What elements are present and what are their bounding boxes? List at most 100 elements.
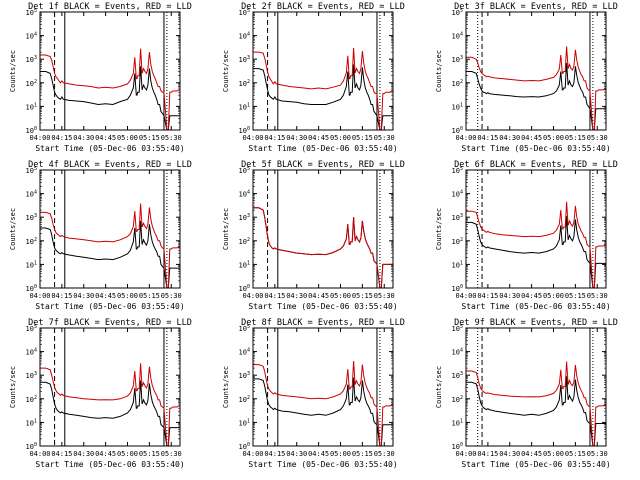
y-tick-label: 102 xyxy=(452,237,463,246)
x-tick-label: 05:00 xyxy=(543,134,564,142)
x-tick-label: 04:30 xyxy=(73,134,94,142)
x-axis-label: Start Time (05-Dec-06 03:55:40) xyxy=(35,460,184,469)
y-tick-label: 104 xyxy=(239,190,250,199)
y-tick-label: 105 xyxy=(26,324,37,333)
y-tick-label: 102 xyxy=(452,395,463,404)
x-axis-label: Start Time (05-Dec-06 03:55:40) xyxy=(248,144,397,153)
y-tick-label: 105 xyxy=(452,166,463,175)
y-tick-label: 100 xyxy=(26,284,37,293)
x-tick-label: 04:00 xyxy=(29,134,50,142)
plot-frame xyxy=(252,327,394,447)
x-tick-label: 04:45 xyxy=(95,292,116,300)
plot-frame xyxy=(39,327,181,447)
panel-det-4f: Det 4f BLACK = Events, RED = LLD Counts/s… xyxy=(9,160,192,311)
x-tick-label: 04:15 xyxy=(477,134,498,142)
y-tick-label: 102 xyxy=(239,79,250,88)
panel-title: Det 8f BLACK = Events, RED = LLD xyxy=(241,318,405,328)
y-axis-label: Counts/sec xyxy=(222,50,230,92)
x-tick-label: 05:30 xyxy=(374,292,395,300)
y-axis-label: Counts/sec xyxy=(222,208,230,250)
y-tick-label: 100 xyxy=(239,442,250,451)
y-tick-label: 103 xyxy=(239,371,250,380)
x-tick-label: 04:00 xyxy=(242,450,263,458)
y-tick-label: 100 xyxy=(452,126,463,135)
y-axis-label: Counts/sec xyxy=(435,208,443,250)
x-tick-label: 05:00 xyxy=(330,450,351,458)
x-tick-label: 05:15 xyxy=(139,450,160,458)
series-lld-line xyxy=(40,48,180,131)
x-tick-label: 05:00 xyxy=(543,450,564,458)
series-events-line xyxy=(40,66,180,131)
x-tick-label: 04:30 xyxy=(286,450,307,458)
y-tick-label: 103 xyxy=(452,371,463,380)
plot-frame xyxy=(465,327,607,447)
y-tick-label: 101 xyxy=(26,260,37,269)
panel-det-6f: Det 6f BLACK = Events, RED = LLD Counts/s… xyxy=(435,160,618,311)
x-tick-label: 04:30 xyxy=(499,134,520,142)
y-tick-label: 101 xyxy=(26,102,37,111)
series-events-line xyxy=(40,380,180,447)
y-tick-label: 103 xyxy=(26,371,37,380)
x-tick-label: 05:30 xyxy=(161,450,182,458)
y-tick-label: 104 xyxy=(239,32,250,41)
y-tick-label: 105 xyxy=(26,8,37,17)
x-tick-label: 04:15 xyxy=(51,450,72,458)
plot-frame xyxy=(39,11,181,131)
x-tick-label: 04:45 xyxy=(521,450,542,458)
panel-title: Det 1f BLACK = Events, RED = LLD xyxy=(28,2,192,12)
series-lld-line xyxy=(40,203,180,289)
x-tick-label: 05:15 xyxy=(352,450,373,458)
x-tick-label: 05:00 xyxy=(543,292,564,300)
x-tick-label: 04:30 xyxy=(73,450,94,458)
panel-title: Det 5f BLACK = Events, RED = LLD xyxy=(241,160,405,170)
y-tick-label: 103 xyxy=(26,213,37,222)
x-tick-label: 04:45 xyxy=(521,134,542,142)
y-tick-label: 103 xyxy=(239,55,250,64)
plot-frame xyxy=(39,169,181,289)
x-tick-label: 05:00 xyxy=(330,292,351,300)
x-tick-label: 04:00 xyxy=(455,450,476,458)
y-tick-label: 101 xyxy=(239,102,250,111)
x-tick-label: 04:00 xyxy=(242,292,263,300)
y-axis-label: Counts/sec xyxy=(9,50,17,92)
x-tick-label: 04:45 xyxy=(521,292,542,300)
plot-frame xyxy=(465,11,607,131)
panel-det-8f: Det 8f BLACK = Events, RED = LLD Counts/s… xyxy=(222,318,405,469)
y-tick-label: 101 xyxy=(239,418,250,427)
x-tick-label: 04:15 xyxy=(477,292,498,300)
y-axis-label: Counts/sec xyxy=(222,366,230,408)
x-tick-label: 04:30 xyxy=(286,134,307,142)
y-tick-label: 103 xyxy=(26,55,37,64)
panel-title: Det 3f BLACK = Events, RED = LLD xyxy=(454,2,618,12)
y-tick-label: 102 xyxy=(26,395,37,404)
y-tick-label: 103 xyxy=(452,213,463,222)
x-tick-label: 04:00 xyxy=(455,292,476,300)
x-axis-label: Start Time (05-Dec-06 03:55:40) xyxy=(461,144,610,153)
y-axis-label: Counts/sec xyxy=(435,50,443,92)
series-lld-line xyxy=(466,361,606,447)
x-tick-label: 04:00 xyxy=(29,292,50,300)
y-tick-label: 100 xyxy=(452,284,463,293)
x-tick-label: 04:30 xyxy=(286,292,307,300)
y-tick-label: 101 xyxy=(239,260,250,269)
x-axis-label: Start Time (05-Dec-06 03:55:40) xyxy=(248,302,397,311)
x-axis-label: Start Time (05-Dec-06 03:55:40) xyxy=(461,302,610,311)
y-tick-label: 105 xyxy=(452,8,463,17)
series-events-line xyxy=(466,376,606,447)
y-tick-label: 101 xyxy=(452,418,463,427)
y-tick-label: 103 xyxy=(452,55,463,64)
x-tick-label: 04:45 xyxy=(308,450,329,458)
series-lld-line xyxy=(40,363,180,447)
x-tick-label: 04:30 xyxy=(73,292,94,300)
x-tick-label: 04:15 xyxy=(264,450,285,458)
panel-det-9f: Det 9f BLACK = Events, RED = LLD Counts/s… xyxy=(435,318,618,469)
panel-title: Det 7f BLACK = Events, RED = LLD xyxy=(28,318,192,328)
x-axis-label: Start Time (05-Dec-06 03:55:40) xyxy=(35,302,184,311)
y-tick-label: 102 xyxy=(239,237,250,246)
x-tick-label: 05:00 xyxy=(330,134,351,142)
series-lld-line xyxy=(253,47,393,131)
y-tick-label: 105 xyxy=(26,166,37,175)
series-events-line xyxy=(40,220,180,289)
series-events-line xyxy=(253,377,393,447)
